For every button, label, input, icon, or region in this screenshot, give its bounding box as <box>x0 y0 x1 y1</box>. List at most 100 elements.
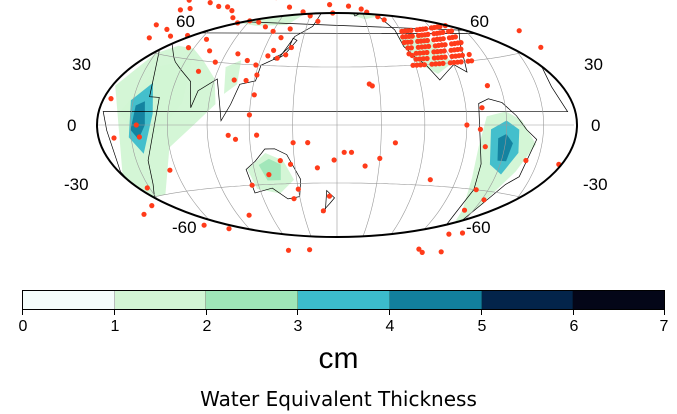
coastline <box>245 148 302 200</box>
station-marker <box>341 149 347 155</box>
station-marker <box>469 58 475 64</box>
station-marker <box>458 40 464 46</box>
globe-outline <box>96 12 578 238</box>
parallel-line <box>129 182 543 205</box>
colorbar-tick <box>573 310 574 315</box>
station-marker <box>424 55 430 62</box>
station-marker <box>458 59 464 65</box>
station-marker <box>331 157 337 163</box>
station-marker <box>187 5 193 12</box>
station-marker <box>442 42 448 48</box>
station-marker <box>153 22 159 28</box>
station-marker <box>254 72 260 78</box>
station-marker <box>442 54 448 60</box>
station-marker <box>441 48 447 54</box>
station-marker <box>266 172 272 178</box>
station-marker <box>167 33 174 39</box>
station-marker <box>216 3 222 9</box>
station-marker <box>225 4 231 10</box>
station-marker <box>408 27 414 33</box>
station-marker <box>477 126 483 132</box>
shading-region <box>258 158 281 181</box>
station-marker <box>427 177 433 183</box>
colorbar-segment-4-5 <box>389 291 482 309</box>
station-marker <box>262 24 268 30</box>
station-marker <box>186 0 192 3</box>
station-marker <box>479 105 485 111</box>
station-marker <box>249 182 255 188</box>
station-marker <box>409 52 415 59</box>
station-marker <box>271 47 277 54</box>
station-marker <box>473 187 479 193</box>
station-marker <box>149 203 155 209</box>
lat-label-0-left: 0 <box>67 116 77 135</box>
station-marker <box>201 222 207 228</box>
station-marker <box>523 157 529 164</box>
colorbar-tick <box>481 310 482 315</box>
station-markers <box>108 0 562 255</box>
station-marker <box>207 48 213 54</box>
meridian-line <box>340 13 507 237</box>
colorbar-tick <box>389 310 390 315</box>
station-marker <box>277 158 283 164</box>
station-marker <box>288 44 294 51</box>
colorbar-tick-label-5: 5 <box>477 318 487 335</box>
station-marker <box>461 207 468 213</box>
station-marker <box>446 231 452 237</box>
station-marker <box>307 247 313 253</box>
lat-label-neg30-left: -30 <box>64 175 89 194</box>
lat-label-60-right: 60 <box>470 12 489 31</box>
station-marker <box>429 61 435 67</box>
world-map <box>96 0 578 260</box>
station-marker <box>437 24 443 30</box>
station-marker <box>516 28 522 34</box>
station-marker <box>229 8 235 14</box>
colorbar <box>22 290 665 310</box>
meridian-line <box>206 13 335 237</box>
colorbar-segment-6-7 <box>573 291 665 309</box>
station-marker <box>459 230 466 236</box>
station-marker <box>274 55 280 61</box>
station-marker <box>146 35 152 41</box>
coastline <box>255 249 425 260</box>
station-marker <box>305 140 311 146</box>
station-marker <box>421 62 427 68</box>
station-marker <box>418 62 424 68</box>
station-marker <box>410 62 416 68</box>
station-marker <box>235 51 241 57</box>
shading-region <box>304 259 353 260</box>
station-marker <box>246 112 252 118</box>
station-marker <box>185 45 192 51</box>
lat-label-neg60-right: -60 <box>466 218 491 237</box>
lat-label-0-right: 0 <box>591 116 601 135</box>
colorbar-segment-2-3 <box>206 291 299 309</box>
shading-region <box>130 101 145 140</box>
station-marker <box>416 246 422 252</box>
station-marker <box>440 36 446 42</box>
coastline <box>189 0 489 5</box>
station-marker <box>207 0 213 6</box>
station-marker <box>285 247 292 253</box>
colorbar-tick-label-7: 7 <box>659 318 669 335</box>
station-marker <box>433 61 439 67</box>
colorbar-tick <box>297 310 298 315</box>
station-marker <box>358 6 364 12</box>
station-marker <box>409 33 415 39</box>
coastline <box>364 0 439 1</box>
station-marker <box>225 132 231 138</box>
station-marker <box>230 15 236 21</box>
station-marker <box>464 122 470 128</box>
station-marker <box>438 249 444 255</box>
lat-label-neg30-right: -30 <box>583 175 608 194</box>
station-marker <box>283 52 289 58</box>
coastline <box>164 13 524 122</box>
lat-label-30-left: 30 <box>72 55 91 74</box>
station-marker <box>420 56 426 62</box>
station-marker <box>203 36 210 42</box>
station-marker <box>345 3 352 9</box>
station-marker <box>459 52 465 58</box>
station-marker <box>458 46 464 52</box>
shading-region <box>224 60 242 94</box>
colorbar-segment-3-4 <box>298 291 390 309</box>
shading-region <box>264 254 408 260</box>
